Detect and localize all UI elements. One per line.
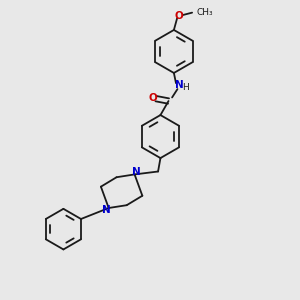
Text: N: N	[175, 80, 183, 91]
Text: O: O	[175, 11, 184, 21]
Text: N: N	[132, 167, 141, 177]
Text: CH₃: CH₃	[196, 8, 213, 17]
Text: N: N	[102, 205, 111, 215]
Text: O: O	[148, 93, 158, 103]
Text: H: H	[182, 83, 189, 92]
